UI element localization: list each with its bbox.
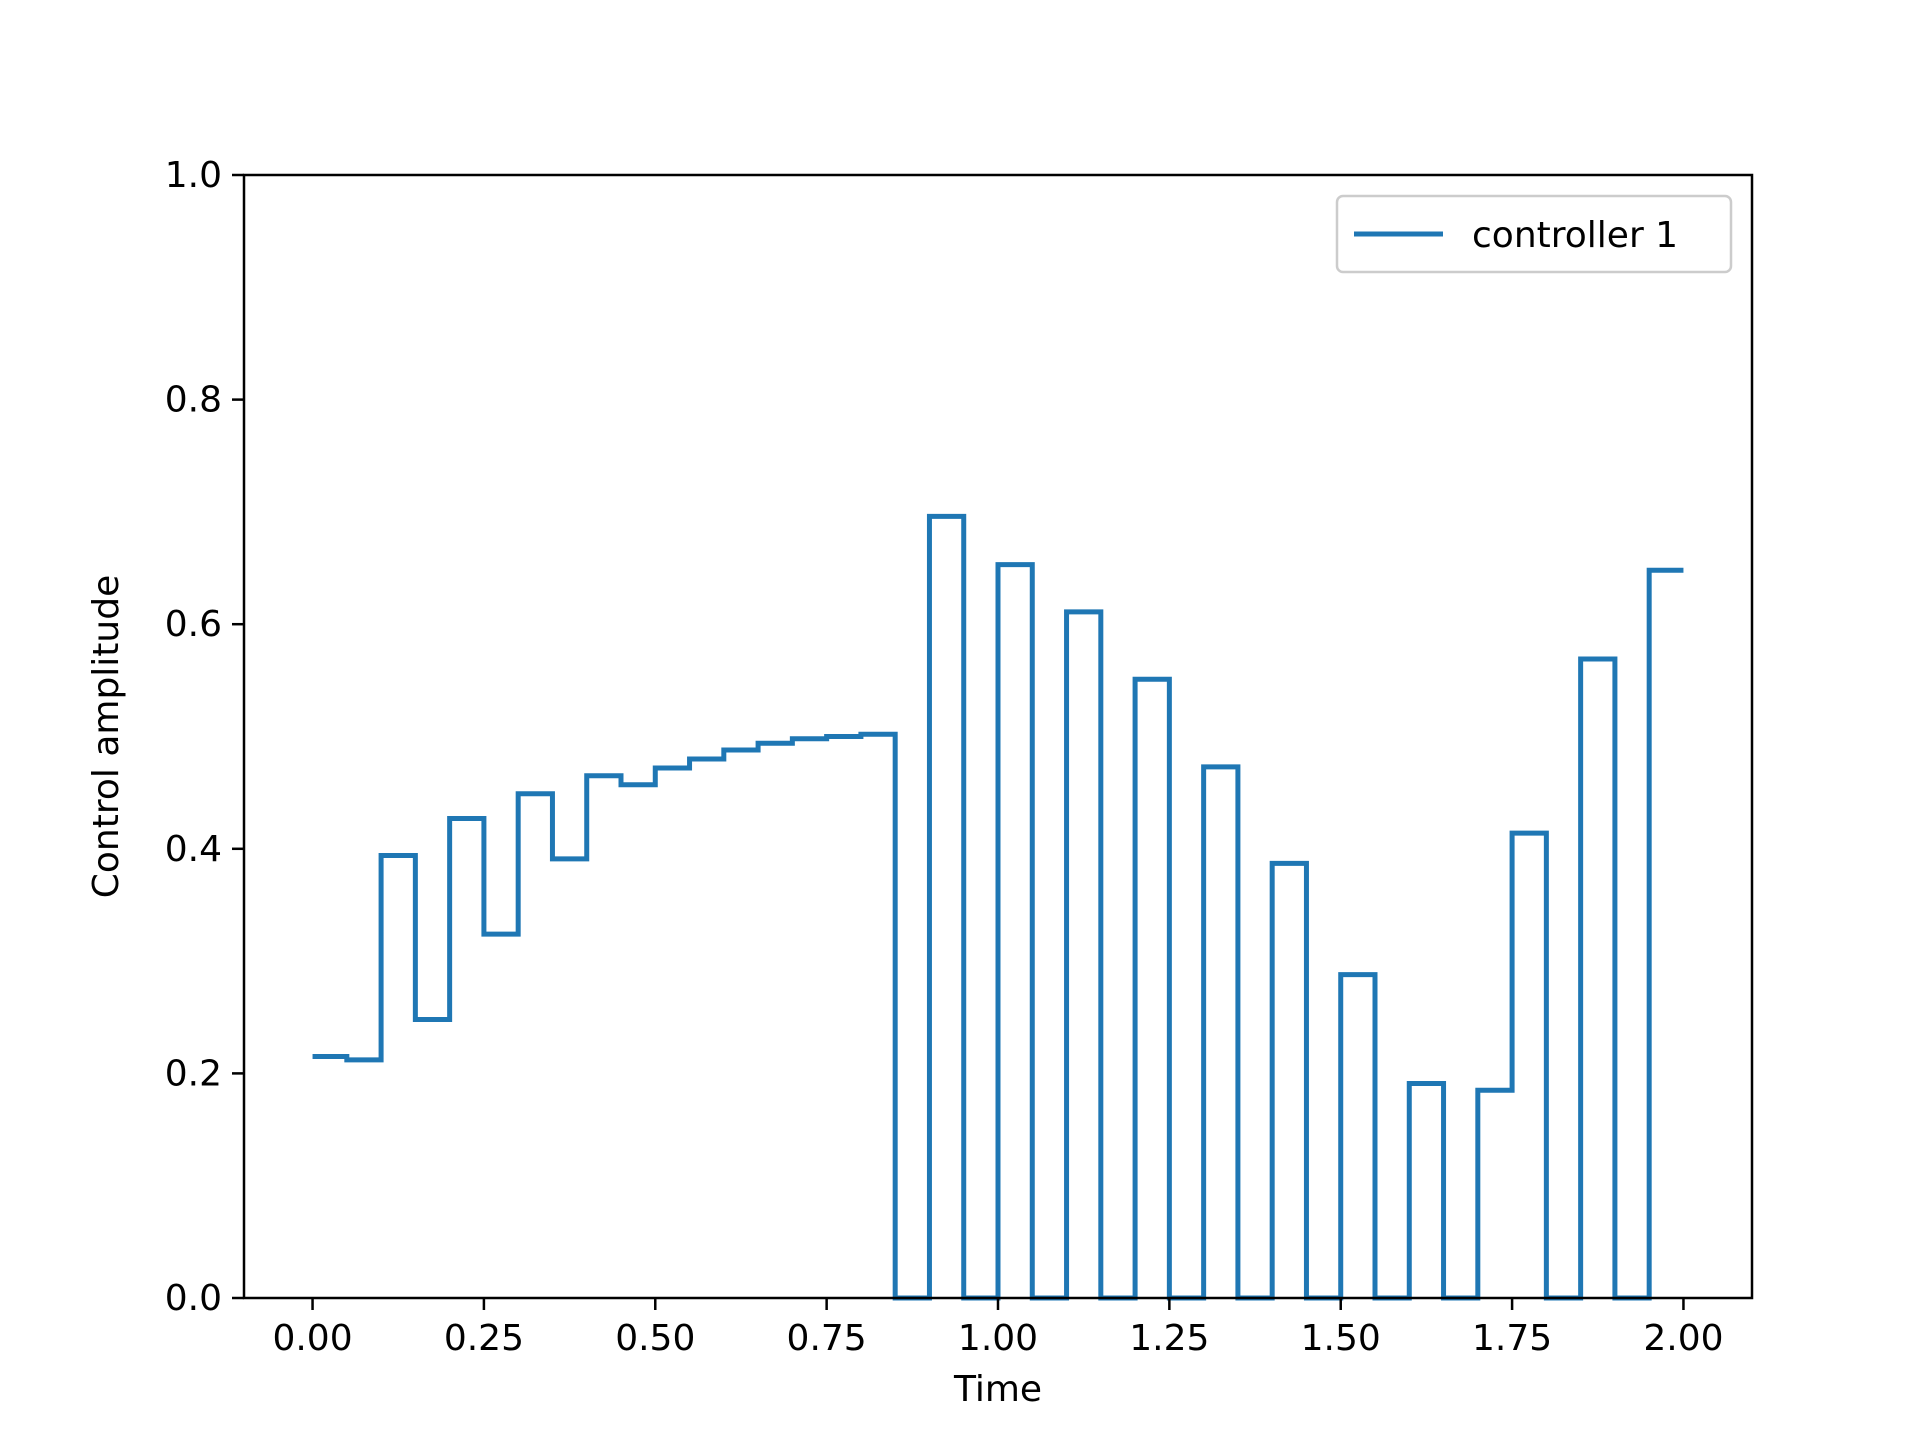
y-axis-ticks: 0.0 0.2 0.4 0.6 0.8 1.0 (165, 155, 244, 1319)
x-axis-ticks: 0.00 0.25 0.50 0.75 1.00 1.25 1.50 1.75 2.00 (272, 1298, 1724, 1359)
y-tick-label: 0.2 (165, 1053, 222, 1094)
y-tick-label: 0.8 (165, 380, 222, 421)
y-tick-label: 0.0 (165, 1278, 222, 1319)
x-tick-label: 0.50 (615, 1318, 695, 1359)
x-tick-label: 0.00 (272, 1318, 352, 1359)
x-tick-label: 2.00 (1643, 1318, 1723, 1359)
axes-frame (242, 173, 1754, 1300)
x-tick-label: 0.75 (787, 1318, 867, 1359)
x-tick-label: 0.25 (444, 1318, 524, 1359)
legend-label-controller-1: controller 1 (1472, 215, 1678, 256)
legend-box (1335, 194, 1733, 274)
legend: controller 1 (1335, 194, 1733, 274)
y-axis-label: Control amplitude (86, 575, 127, 899)
x-axis-label: Time (953, 1369, 1042, 1410)
y-tick-label: 0.6 (165, 604, 222, 645)
x-tick-label: 1.75 (1472, 1318, 1552, 1359)
y-tick-label: 1.0 (165, 155, 222, 196)
x-tick-label: 1.25 (1129, 1318, 1209, 1359)
plot-area (312, 513, 1684, 1301)
x-tick-label: 1.00 (958, 1318, 1038, 1359)
series-line-controller-1 (312, 513, 1684, 1301)
x-tick-label: 1.50 (1301, 1318, 1381, 1359)
y-tick-label: 0.4 (165, 829, 222, 870)
